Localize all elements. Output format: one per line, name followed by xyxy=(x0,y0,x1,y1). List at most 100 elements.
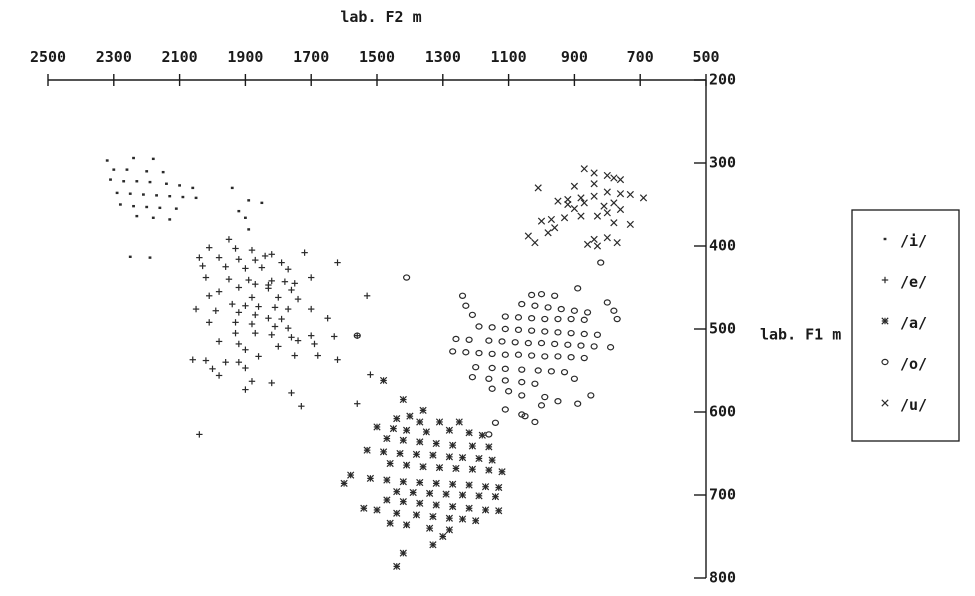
data-point-circle xyxy=(521,412,529,420)
data-point-star xyxy=(416,438,424,446)
x-tick-label: 2100 xyxy=(162,48,198,66)
data-point-x xyxy=(531,239,539,247)
data-point-circle xyxy=(587,392,595,399)
data-point-x xyxy=(603,209,611,217)
data-point-plus xyxy=(275,294,282,301)
data-point-plus xyxy=(294,295,302,303)
series-dot xyxy=(105,156,264,259)
data-point-star xyxy=(383,434,391,443)
data-point-circle xyxy=(577,342,585,349)
data-point-x xyxy=(577,212,585,220)
data-point-circle xyxy=(514,351,523,358)
data-point-plus xyxy=(367,371,374,378)
data-point-dot xyxy=(191,186,195,190)
data-point-dot xyxy=(128,192,132,195)
data-point-x xyxy=(603,188,611,196)
data-point-plus xyxy=(229,300,236,308)
data-point-star xyxy=(458,515,467,523)
data-point-plus xyxy=(242,265,249,272)
data-point-plus xyxy=(268,277,275,285)
data-point-plus xyxy=(215,254,223,261)
data-point-star xyxy=(422,428,430,436)
data-point-plus xyxy=(271,304,279,311)
y-tick-label: 800 xyxy=(709,569,736,587)
data-point-dot xyxy=(181,195,185,199)
data-point-circle xyxy=(518,366,526,373)
data-point-x xyxy=(603,234,611,242)
data-point-plus xyxy=(363,292,371,299)
legend-label: /a/ xyxy=(900,314,927,332)
y-axis-title: lab. F1 m xyxy=(760,326,841,344)
data-point-star xyxy=(399,395,407,404)
data-point-plus xyxy=(268,331,275,339)
data-point-star xyxy=(465,504,473,512)
data-point-star xyxy=(435,463,444,472)
data-point-star xyxy=(495,483,503,492)
data-point-circle xyxy=(485,337,493,344)
data-point-star xyxy=(399,478,407,486)
data-point-dot xyxy=(194,196,198,200)
data-point-circle xyxy=(485,431,493,438)
data-point-star xyxy=(399,549,407,557)
data-point-dot xyxy=(155,194,158,197)
data-point-circle xyxy=(570,375,579,382)
data-point-circle xyxy=(501,365,509,373)
data-point-x xyxy=(524,232,532,240)
data-point-dot xyxy=(125,168,129,171)
data-point-circle xyxy=(574,285,582,292)
data-point-x xyxy=(590,180,598,188)
data-point-star xyxy=(416,418,424,426)
x-tick-label: 1100 xyxy=(491,48,527,66)
data-point-circle xyxy=(468,373,477,381)
data-point-circle xyxy=(564,341,572,348)
data-point-dot xyxy=(247,199,251,202)
data-point-star xyxy=(416,499,424,507)
data-point-circle xyxy=(570,307,579,314)
data-point-x xyxy=(547,215,555,224)
data-point-plus xyxy=(196,431,203,438)
data-point-plus xyxy=(232,245,239,252)
data-point-plus xyxy=(278,259,285,266)
data-point-circle xyxy=(475,349,483,357)
data-point-plus xyxy=(265,285,272,292)
data-point-plus xyxy=(199,262,206,270)
data-point-star xyxy=(389,424,398,433)
data-point-plus xyxy=(215,288,223,295)
data-point-circle xyxy=(574,400,582,407)
series-circle xyxy=(353,259,621,438)
data-point-star xyxy=(426,489,434,497)
data-point-circle xyxy=(518,378,526,386)
data-point-x xyxy=(610,199,618,207)
data-point-circle xyxy=(534,367,542,374)
data-point-circle xyxy=(518,392,526,399)
data-point-circle xyxy=(567,354,575,361)
x-tick-label: 1500 xyxy=(359,48,395,66)
data-point-circle xyxy=(541,328,549,335)
data-point-dot xyxy=(151,157,155,161)
data-point-plus xyxy=(215,338,223,345)
data-point-star xyxy=(406,412,414,420)
data-point-dot xyxy=(128,255,132,258)
data-point-star xyxy=(399,498,407,506)
data-point-star xyxy=(379,448,388,456)
data-point-plus xyxy=(235,284,243,291)
data-point-x xyxy=(544,229,552,237)
data-point-star xyxy=(498,468,506,476)
x-tick-label: 2300 xyxy=(96,48,132,66)
legend-marker-circle xyxy=(881,358,889,366)
data-point-plus xyxy=(206,244,213,251)
data-point-star xyxy=(419,463,427,471)
data-point-dot xyxy=(148,256,152,259)
x-tick-label: 1700 xyxy=(293,48,329,66)
data-point-star xyxy=(468,442,477,450)
data-point-star xyxy=(455,418,463,426)
data-point-plus xyxy=(281,278,289,285)
data-point-circle xyxy=(353,332,361,339)
data-point-x xyxy=(613,239,621,247)
data-point-circle xyxy=(580,330,588,338)
legend-marker-x xyxy=(881,399,889,407)
data-point-x xyxy=(616,175,625,184)
data-point-circle xyxy=(465,336,473,343)
data-point-plus xyxy=(235,309,243,316)
data-point-circle xyxy=(567,315,575,323)
